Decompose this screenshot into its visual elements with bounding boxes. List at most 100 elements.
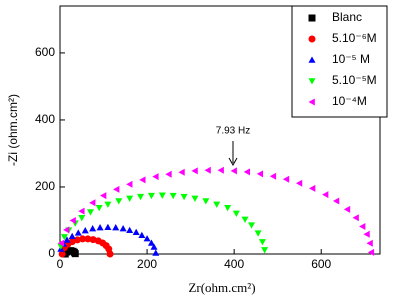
data-point bbox=[241, 216, 249, 223]
data-point bbox=[68, 232, 76, 240]
annotation-arrowhead bbox=[228, 157, 238, 167]
y-axis-label: -Zi (ohm.cm²) bbox=[6, 94, 20, 166]
data-point bbox=[71, 250, 79, 258]
data-point bbox=[96, 224, 104, 231]
data-point bbox=[256, 170, 264, 178]
data-point bbox=[295, 179, 303, 187]
y-tick-label: 200 bbox=[35, 179, 55, 193]
data-point bbox=[261, 247, 269, 254]
x-tick-label: 0 bbox=[57, 257, 64, 271]
plot-frame bbox=[59, 5, 381, 255]
data-point bbox=[254, 230, 262, 237]
data-point bbox=[191, 167, 198, 175]
data-point bbox=[69, 216, 76, 224]
data-point bbox=[332, 197, 340, 205]
data-point bbox=[202, 198, 210, 205]
data-point bbox=[104, 223, 112, 230]
data-point bbox=[89, 225, 97, 232]
data-point bbox=[137, 193, 145, 201]
data-point bbox=[132, 228, 140, 236]
data-point bbox=[86, 209, 94, 216]
data-point bbox=[204, 166, 211, 174]
y-tick-label: 600 bbox=[35, 45, 55, 59]
data-point bbox=[100, 192, 107, 200]
legend-label: 5.10⁻⁶M bbox=[332, 31, 377, 45]
legend-marker bbox=[308, 14, 316, 22]
legend-label: 5.10⁻⁵M bbox=[332, 73, 377, 87]
data-point bbox=[126, 195, 134, 202]
data-point bbox=[243, 168, 251, 176]
legend-frame bbox=[291, 5, 388, 118]
data-point bbox=[230, 167, 237, 175]
data-point bbox=[139, 176, 146, 184]
data-point bbox=[115, 198, 123, 205]
x-tick-label: 400 bbox=[224, 257, 244, 271]
data-point bbox=[363, 230, 370, 238]
data-point bbox=[152, 249, 160, 256]
data-point bbox=[74, 229, 82, 236]
data-point bbox=[366, 239, 373, 247]
data-point bbox=[191, 195, 199, 202]
data-point bbox=[95, 204, 103, 212]
data-point bbox=[143, 235, 151, 242]
data-point bbox=[248, 222, 256, 229]
legend-label: 10⁻⁵ M bbox=[332, 52, 370, 66]
data-point bbox=[269, 172, 277, 180]
data-point bbox=[78, 215, 86, 222]
data-point bbox=[73, 236, 81, 244]
data-point bbox=[367, 248, 375, 256]
data-point bbox=[119, 225, 127, 232]
data-point bbox=[126, 180, 133, 188]
data-point bbox=[232, 210, 240, 217]
data-point bbox=[359, 223, 366, 231]
legend-marker bbox=[308, 98, 315, 106]
data-point bbox=[282, 175, 290, 183]
data-point bbox=[63, 236, 71, 243]
x-tick-label: 200 bbox=[137, 257, 157, 271]
legend-label: 10⁻⁴M bbox=[332, 94, 367, 108]
legend-label: Blanc bbox=[332, 10, 362, 24]
data-point bbox=[138, 231, 146, 239]
data-point bbox=[147, 192, 155, 200]
y-tick-label: 400 bbox=[35, 112, 55, 126]
data-point bbox=[224, 204, 232, 212]
data-point bbox=[352, 214, 359, 222]
data-point bbox=[126, 226, 134, 234]
data-point bbox=[322, 191, 329, 199]
data-point bbox=[106, 250, 114, 258]
data-point bbox=[112, 224, 120, 231]
data-point bbox=[158, 192, 166, 199]
data-point bbox=[217, 166, 224, 174]
data-point bbox=[147, 239, 155, 246]
data-point bbox=[178, 168, 185, 176]
data-point bbox=[180, 193, 188, 201]
data-point bbox=[60, 234, 68, 241]
data-point bbox=[165, 170, 172, 178]
data-point bbox=[258, 239, 266, 246]
data-point bbox=[63, 226, 70, 234]
data-point bbox=[89, 199, 96, 207]
data-point bbox=[57, 239, 65, 247]
x-axis-label: Zr(ohm.cm²) bbox=[188, 280, 255, 295]
data-point bbox=[79, 235, 87, 243]
data-point bbox=[104, 201, 112, 208]
legend-marker bbox=[308, 56, 316, 63]
data-point bbox=[113, 185, 120, 193]
data-point bbox=[150, 243, 158, 250]
data-point bbox=[81, 227, 89, 234]
data-point bbox=[58, 250, 66, 258]
legend-marker bbox=[308, 35, 316, 43]
data-point bbox=[309, 184, 316, 192]
data-point bbox=[169, 192, 177, 200]
data-point bbox=[152, 173, 159, 181]
data-point bbox=[343, 205, 351, 213]
data-point bbox=[84, 235, 92, 243]
data-point bbox=[78, 207, 85, 215]
annotation: 7.93 Hz bbox=[216, 126, 250, 137]
y-tick-label: 0 bbox=[48, 246, 55, 260]
legend-marker bbox=[308, 78, 316, 85]
x-tick-label: 600 bbox=[311, 257, 331, 271]
data-point bbox=[213, 201, 221, 208]
